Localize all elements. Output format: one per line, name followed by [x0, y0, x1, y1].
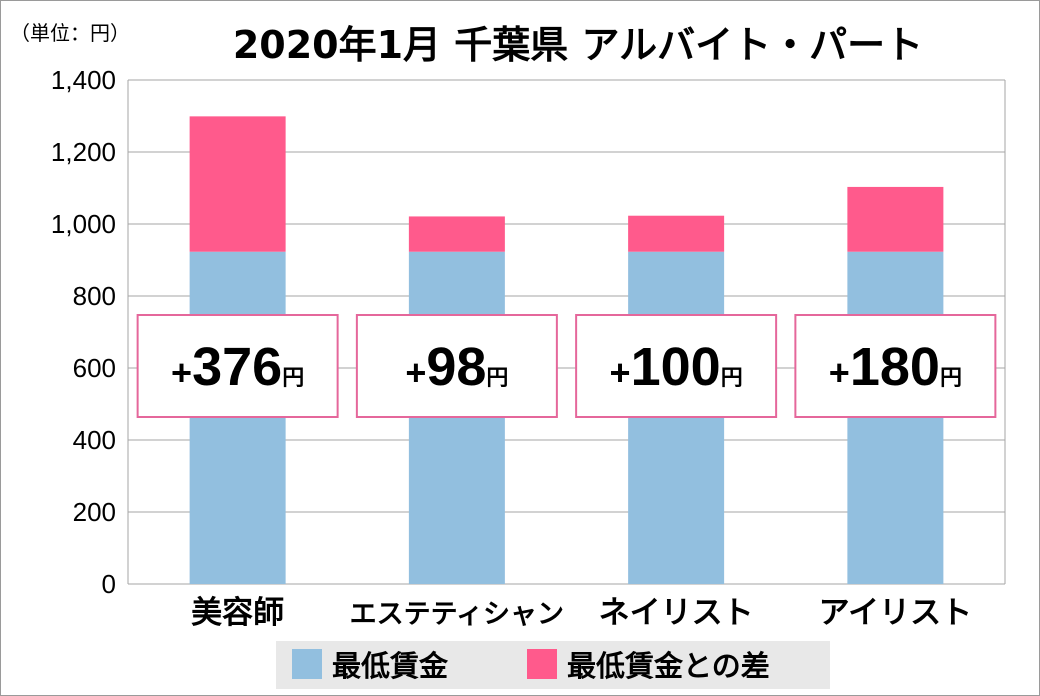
difference-sign: +: [405, 352, 426, 393]
difference-value-label: +376円: [171, 337, 304, 397]
legend-label: 最低賃金: [332, 649, 449, 683]
y-tick-label: 200: [73, 497, 116, 527]
difference-callout-box: [794, 314, 997, 418]
difference-unit: 円: [282, 366, 304, 391]
x-category-label: ネイリスト: [599, 595, 754, 631]
difference-unit: 円: [721, 366, 743, 391]
difference-sign: +: [829, 352, 850, 393]
legend-swatch: [292, 649, 322, 679]
difference-number: 376: [192, 337, 282, 397]
difference-number: 98: [426, 337, 486, 397]
legend-swatch: [527, 649, 557, 679]
y-tick-label: 600: [73, 353, 116, 383]
unit-label: （単位：円）: [10, 21, 130, 45]
bar-difference: [408, 216, 505, 252]
y-tick-label: 1,400: [51, 65, 116, 95]
y-tick-label: 800: [73, 281, 116, 311]
difference-number: 180: [850, 337, 940, 397]
y-tick-label: 1,000: [51, 209, 116, 239]
bar-difference: [189, 116, 286, 252]
y-tick-label: 400: [73, 425, 116, 455]
difference-number: 100: [631, 337, 721, 397]
difference-unit: 円: [486, 366, 508, 391]
legend-label: 最低賃金との差: [567, 649, 770, 683]
bar-difference: [847, 186, 944, 252]
difference-value-label: +180円: [829, 337, 962, 397]
difference-unit: 円: [940, 366, 962, 391]
chart-title: 2020年1月 千葉県 アルバイト・パート: [233, 23, 923, 67]
x-category-label: 美容師: [191, 595, 284, 631]
difference-sign: +: [610, 352, 631, 393]
x-category-label: エステティシャン: [350, 599, 564, 630]
difference-callout-box: [136, 314, 339, 418]
difference-callout-box: [355, 314, 558, 418]
bar-difference: [628, 215, 725, 252]
difference-value-label: +100円: [610, 337, 743, 397]
x-category-label: アイリスト: [819, 595, 972, 631]
difference-sign: +: [171, 352, 192, 393]
difference-value-label: +98円: [405, 337, 508, 397]
difference-callout-box: [575, 314, 778, 418]
y-tick-label: 0: [102, 569, 116, 599]
legend: 最低賃金 最低賃金との差: [276, 641, 830, 689]
plot-area: 02004006008001,0001,2001,400美容師+376円エステテ…: [51, 65, 1006, 631]
y-tick-label: 1,200: [51, 137, 116, 167]
